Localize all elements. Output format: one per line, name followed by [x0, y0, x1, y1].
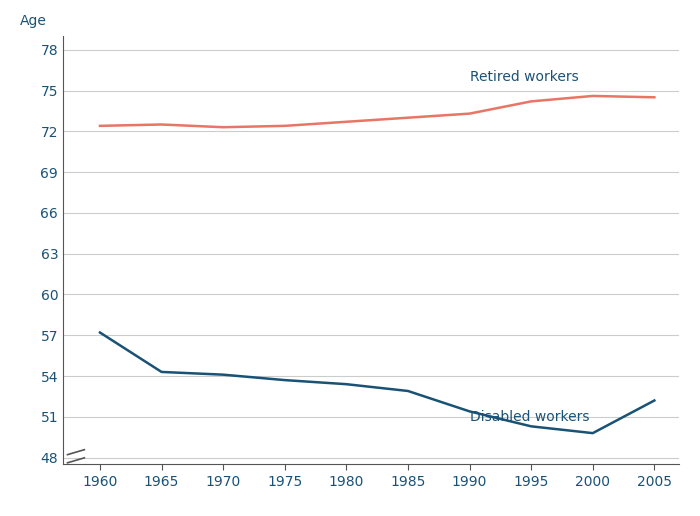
Text: Age: Age	[20, 13, 47, 27]
Text: Retired workers: Retired workers	[470, 70, 578, 84]
Text: Disabled workers: Disabled workers	[470, 410, 589, 424]
